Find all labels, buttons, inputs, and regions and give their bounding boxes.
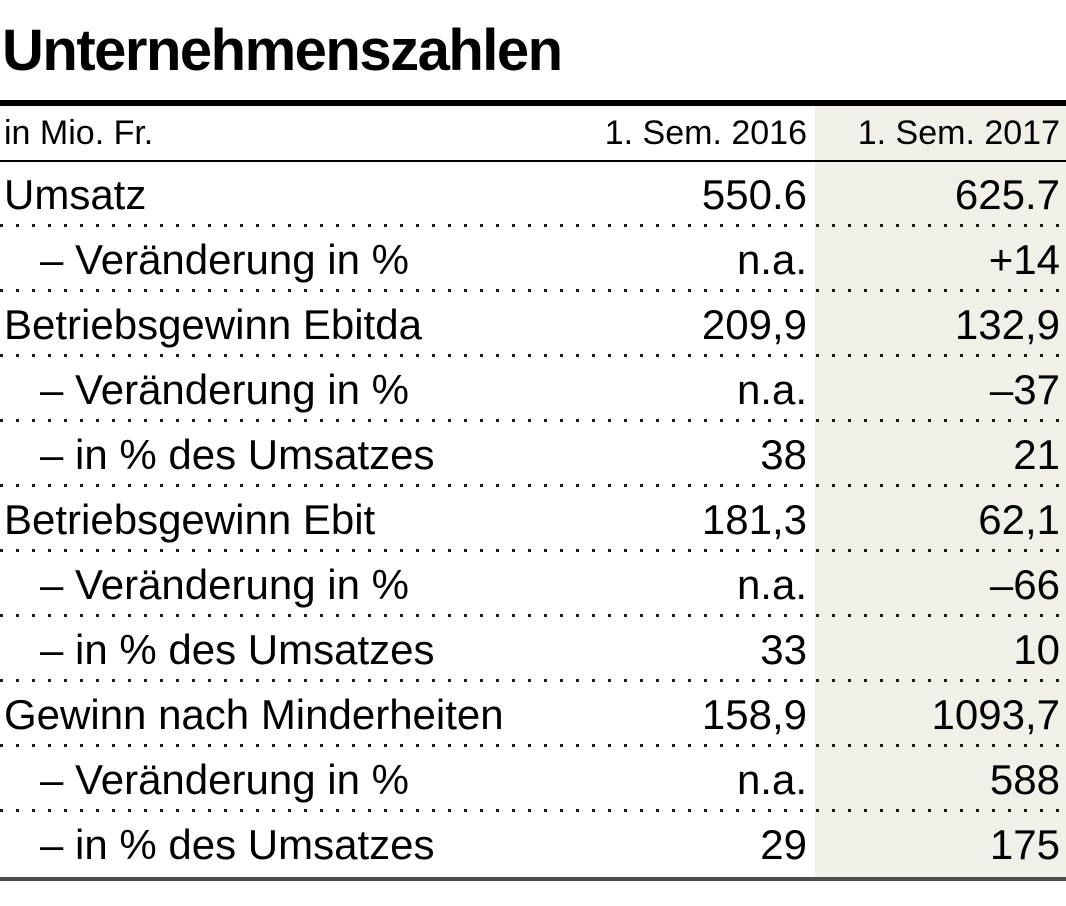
value-2016: 209,9 [701,300,807,348]
value-2016: 158,9 [701,690,807,738]
row-label: Betriebsgewinn Ebitda [4,300,422,348]
column-header-2016: 1. Sem. 2016 [604,113,807,152]
column-header-2017: 1. Sem. 2017 [815,106,1066,160]
value-2017: 175 [815,812,1066,877]
row-label: – in % des Umsatzes [40,430,435,478]
value-2016: n.a. [736,235,807,283]
table-row: Gewinn nach Minderheiten 158,9 1093,7 [0,682,1066,747]
value-2017: 10 [815,617,1066,682]
row-label: – in % des Umsatzes [40,625,435,673]
table-row: – Veränderung in % n.a. –66 [0,552,1066,617]
value-2017: 1093,7 [815,682,1066,747]
table-row: Betriebsgewinn Ebitda 209,9 132,9 [0,292,1066,357]
value-2017: 62,1 [815,487,1066,552]
row-label: – Veränderung in % [40,755,409,803]
row-label: – Veränderung in % [40,560,409,608]
value-2017: 625.7 [815,162,1066,227]
table-row: – Veränderung in % n.a. –37 [0,357,1066,422]
row-label: – Veränderung in % [40,235,409,283]
value-2016: 33 [760,625,807,673]
title-rule [0,100,1066,106]
value-2017: 21 [815,422,1066,487]
value-2017: +14 [815,227,1066,292]
value-2016: 181,3 [701,495,807,543]
value-2016: n.a. [736,560,807,608]
table-header-row: in Mio. Fr. 1. Sem. 2016 1. Sem. 2017 [0,106,1066,162]
value-2016: n.a. [736,365,807,413]
value-2016: 38 [760,430,807,478]
row-label: Gewinn nach Minderheiten [4,690,504,738]
page-title: Unternehmenszahlen [2,17,563,83]
table-row: Umsatz 550.6 625.7 [0,162,1066,227]
table-row: – in % des Umsatzes 33 10 [0,617,1066,682]
bottom-rule [0,877,1066,881]
value-2017: 588 [815,747,1066,812]
table-row: – in % des Umsatzes 29 175 [0,812,1066,877]
table-row: – Veränderung in % n.a. +14 [0,227,1066,292]
row-label: Betriebsgewinn Ebit [4,495,376,543]
table-row: – in % des Umsatzes 38 21 [0,422,1066,487]
value-2016: n.a. [736,755,807,803]
value-2017: –37 [815,357,1066,422]
value-2016: 550.6 [701,170,807,218]
row-label: – in % des Umsatzes [40,820,435,868]
table-row: – Veränderung in % n.a. 588 [0,747,1066,812]
row-label: Umsatz [4,170,147,218]
row-label: – Veränderung in % [40,365,409,413]
value-2017: 132,9 [815,292,1066,357]
table-row: Betriebsgewinn Ebit 181,3 62,1 [0,487,1066,552]
unit-label: in Mio. Fr. [4,113,154,152]
value-2016: 29 [760,820,807,868]
value-2017: –66 [815,552,1066,617]
